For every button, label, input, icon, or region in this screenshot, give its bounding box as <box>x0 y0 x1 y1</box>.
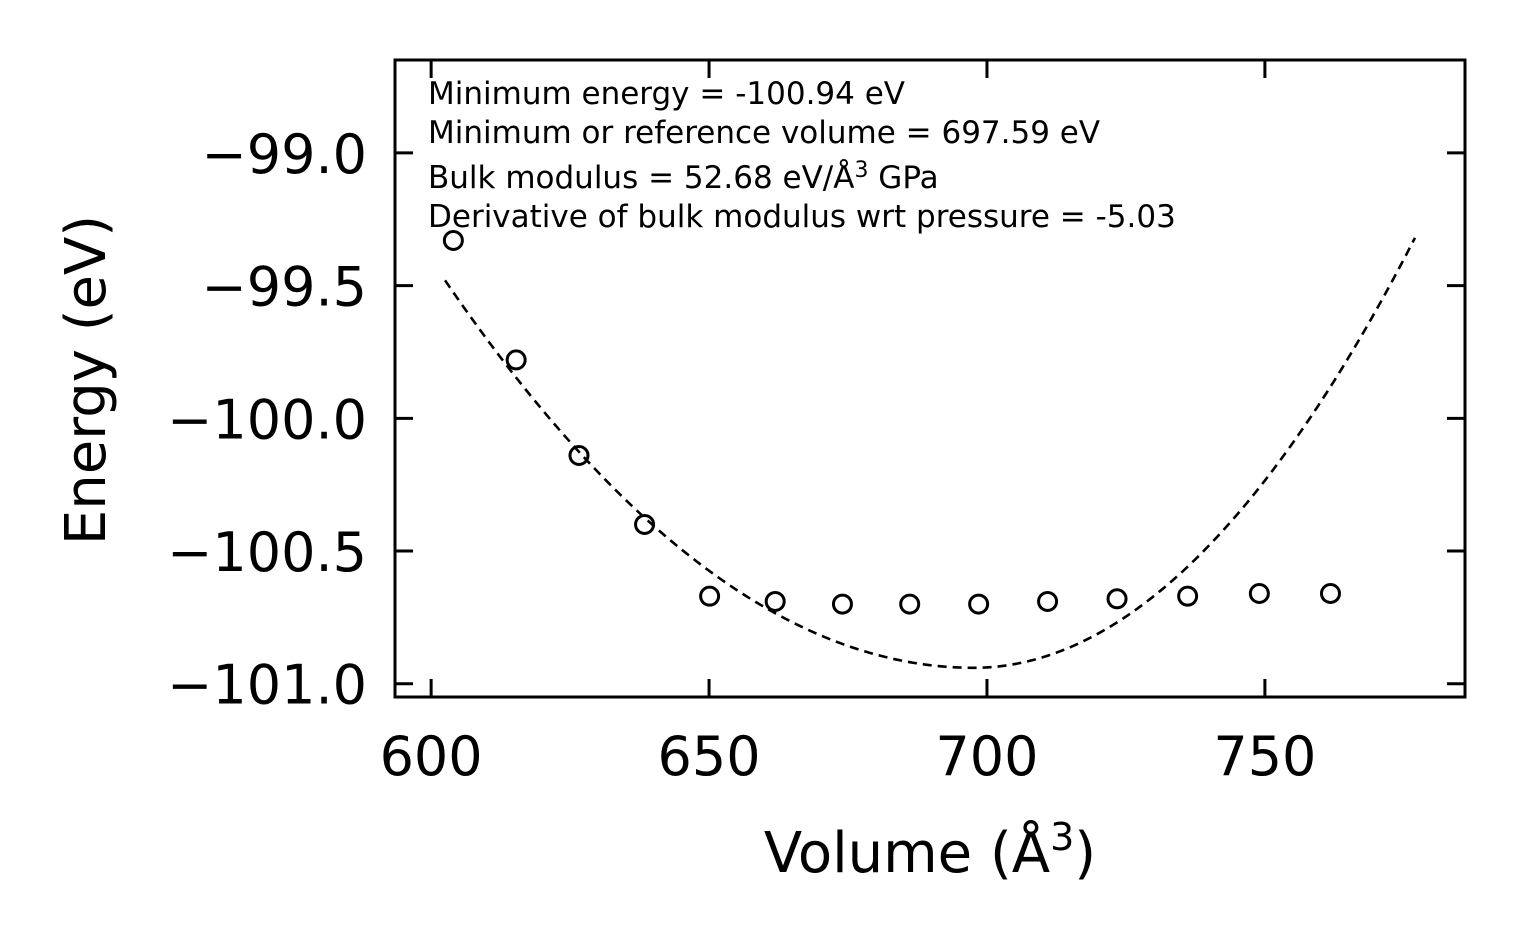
x-axis-title-sup: 3 <box>1050 815 1074 859</box>
data-point <box>505 349 527 371</box>
data-point <box>442 229 464 251</box>
y-tick-label: −100.5 <box>167 521 367 584</box>
x-tick-label: 750 <box>1213 725 1316 788</box>
marker-layer <box>442 229 1341 615</box>
data-point <box>1319 582 1341 604</box>
annotation-bulk-modulus-unit: GPa <box>868 160 938 196</box>
y-tick-label: −99.0 <box>202 123 367 186</box>
data-point <box>1106 588 1128 610</box>
x-tick-label: 700 <box>935 725 1038 788</box>
data-point <box>699 585 721 607</box>
annotation-min-energy: Minimum energy = -100.94 eV <box>428 76 905 112</box>
fit-curve <box>443 237 1417 670</box>
y-axis-title: Energy (eV) <box>54 215 119 545</box>
x-axis-title-end: ) <box>1074 821 1096 886</box>
data-point <box>634 513 656 535</box>
x-axis-title-text: Volume (Å <box>764 820 1050 886</box>
y-tick-label: −100.0 <box>167 388 367 451</box>
data-point <box>1037 590 1059 612</box>
data-point <box>764 590 786 612</box>
x-tick-label: 650 <box>658 725 761 788</box>
annotation-ref-volume: Minimum or reference volume = 697.59 eV <box>428 115 1100 151</box>
plot-frame <box>393 58 1467 699</box>
x-tick-label: 600 <box>380 725 483 788</box>
data-point <box>831 593 853 615</box>
x-axis-title: Volume (Å3) <box>764 815 1096 886</box>
y-tick-label: −101.0 <box>167 654 367 717</box>
y-tick-label: −99.5 <box>202 256 367 319</box>
data-point <box>968 593 990 615</box>
annotation-bulk-derivative: Derivative of bulk modulus wrt pressure … <box>428 199 1176 235</box>
annotation-block: Minimum energy = -100.94 eV Minimum or r… <box>428 76 1176 235</box>
annotation-bulk-modulus-sup: 3 <box>854 158 868 183</box>
data-point <box>1248 582 1270 604</box>
tick-layer: 600 650 700 750 −99.0 −99.5 −100.0 −100.5 −101.0 <box>167 60 1465 788</box>
data-point <box>899 593 921 615</box>
annotation-bulk-modulus-text: Bulk modulus = 52.68 eV/Å <box>428 160 854 196</box>
data-point <box>1177 585 1199 607</box>
annotation-bulk-modulus: Bulk modulus = 52.68 eV/Å3 GPa <box>428 158 939 196</box>
data-point <box>568 444 590 466</box>
fit-layer <box>443 237 1417 670</box>
